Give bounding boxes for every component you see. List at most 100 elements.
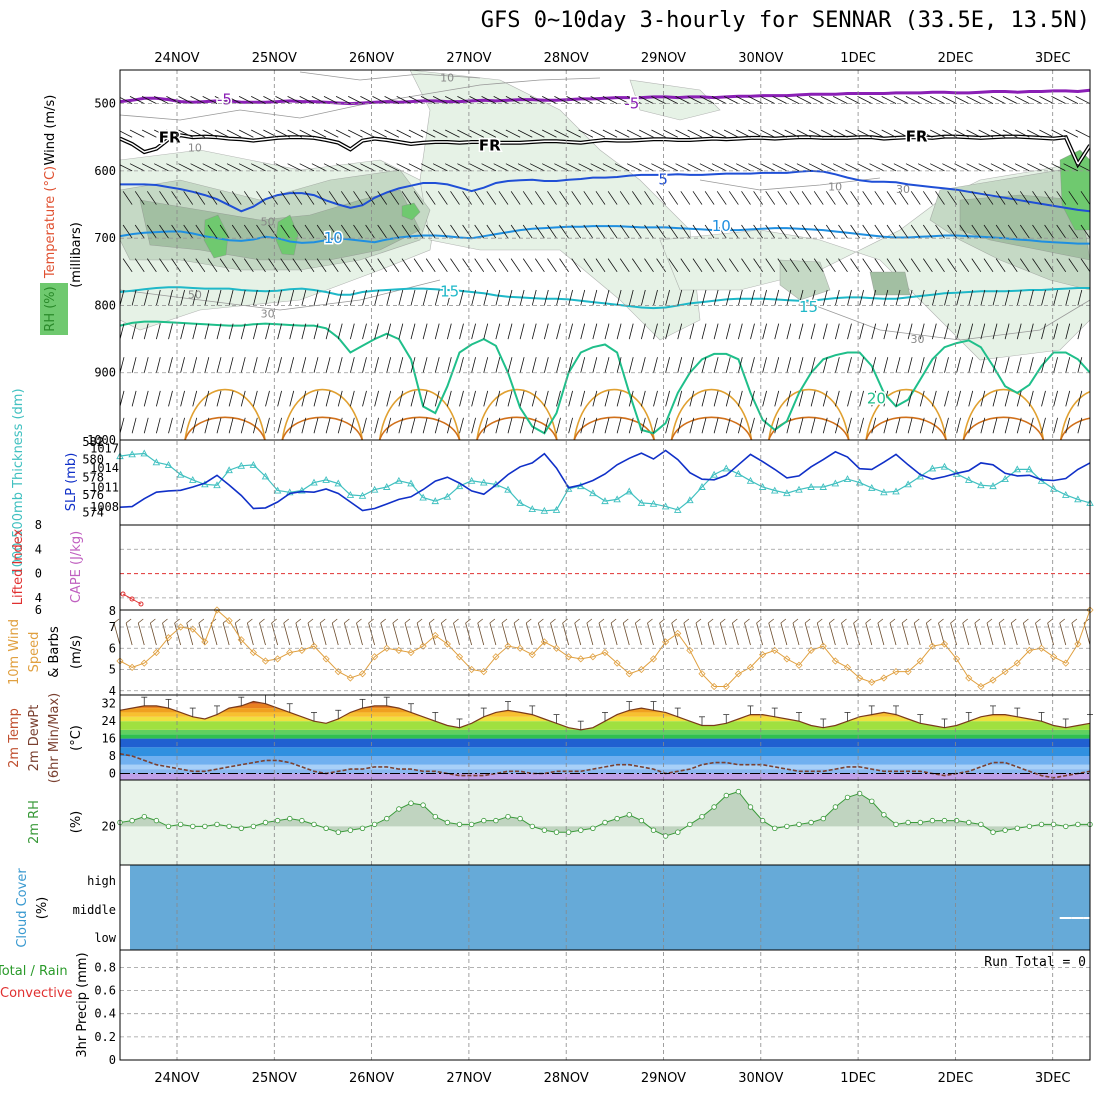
wind-barb (422, 289, 428, 306)
wind-barb (531, 390, 537, 407)
run-total: Run Total = 0 (984, 955, 1086, 970)
wind10-barb-flag (1071, 618, 1078, 624)
wind10-point (953, 655, 961, 663)
wind10-barb-flag (707, 618, 714, 624)
thickness-point (710, 470, 718, 478)
wind-barb (1075, 163, 1090, 172)
temp2m-panel: 0 8 16 24 32 (102, 694, 1093, 780)
warm-isotherm-1-5 (670, 416, 753, 440)
wind10-barb-flag (235, 618, 241, 624)
rh-point (371, 821, 378, 828)
wind-barb (971, 191, 982, 205)
thickness-point (1074, 495, 1082, 503)
thickness-point (382, 483, 391, 490)
wind-barb (893, 129, 909, 138)
wind-barb (931, 357, 937, 373)
wind-barb (931, 323, 937, 340)
wind-barb (874, 224, 885, 239)
wind-barb (171, 224, 181, 239)
wind10-point (1025, 646, 1033, 654)
wind-barb (1016, 357, 1022, 373)
wind10-point (540, 638, 548, 646)
wind-barb (668, 191, 679, 205)
grid-lines: 24NOV 24NOV 25NOV 25NOV 26NOV 26NOV 27NOV 27NOV… (154, 51, 1070, 1086)
date-label-bottom: 24NOV (154, 1071, 199, 1086)
wind-barb (325, 390, 331, 407)
wind10-tick-label: 5 (109, 663, 116, 677)
wind10-barb (331, 622, 339, 646)
wind-barb (680, 224, 691, 239)
wind-barb (340, 224, 351, 239)
wind-barb (789, 224, 800, 239)
wind-barb (971, 258, 982, 273)
wind-barb (760, 163, 775, 172)
wind10-barb (586, 622, 594, 646)
thickness-point (698, 483, 706, 490)
wind-barb (277, 323, 282, 340)
wind10-barb-flag (356, 618, 362, 624)
wind-barb (519, 417, 525, 434)
wind-barb (992, 417, 998, 434)
slp-tick-label: 1008 (90, 500, 119, 514)
thickness-point (467, 476, 476, 484)
wind-barb (753, 191, 763, 205)
wind-barb (1051, 163, 1066, 172)
wind-barb (219, 191, 230, 205)
wind-barb (917, 96, 933, 104)
wind-barb (554, 96, 569, 104)
wind-barb (602, 163, 618, 172)
wind10-point (1074, 640, 1082, 648)
wind-barb (122, 224, 133, 239)
wind-barb (762, 390, 767, 407)
wind-barb (180, 289, 185, 306)
wind-barb (786, 390, 792, 407)
wind-barb (762, 289, 767, 306)
wind-barb (910, 258, 921, 273)
wind-barb (216, 417, 222, 434)
wind-barb (469, 163, 484, 172)
axis-labels: Wind (m/s)Temperature (°C) RH (%) (milliba… (7, 95, 90, 1058)
isotherm-10 (120, 225, 1090, 245)
wind10-barb (210, 622, 218, 646)
wind-barb (663, 163, 678, 172)
wind10-point (1050, 653, 1058, 661)
wind-barb (131, 323, 137, 340)
wind-barb (168, 357, 173, 373)
wind-barb (226, 129, 242, 138)
thickness-point (746, 476, 755, 484)
wind-barb (677, 390, 683, 407)
cloud-tick-label: low (94, 931, 116, 945)
wind-barb (325, 357, 331, 373)
wind-barb (559, 258, 569, 273)
wind10-point (419, 642, 427, 650)
wind-barb (146, 224, 157, 239)
wind10-barb-flag (501, 618, 508, 624)
wind-barb (1077, 289, 1083, 306)
wind-barb (990, 129, 1006, 138)
wind-barb (543, 289, 549, 306)
wind-barb (398, 357, 404, 373)
wind-barb (328, 258, 339, 273)
thickness-point (807, 483, 815, 490)
wind10-barb (319, 622, 327, 646)
wind-barb (653, 390, 658, 407)
wind10-point (407, 648, 415, 657)
wind-barb (143, 417, 149, 434)
wind-barb (131, 289, 137, 306)
wind-barb (595, 224, 606, 239)
wind-barb (277, 417, 282, 434)
wind-barb (384, 96, 400, 104)
wind-barb (1053, 357, 1058, 373)
wind-barb (905, 96, 921, 104)
thickness-point (928, 464, 937, 472)
wind-barb (736, 129, 751, 138)
wind-barb (171, 258, 181, 273)
wind10-barb (283, 622, 291, 646)
wind-barb (437, 191, 448, 205)
thickness-point (783, 489, 791, 497)
wind-barb (850, 191, 860, 205)
rh-point (529, 823, 535, 830)
wind-barb (968, 323, 974, 340)
thickness-tick-label: 582 (82, 435, 104, 449)
